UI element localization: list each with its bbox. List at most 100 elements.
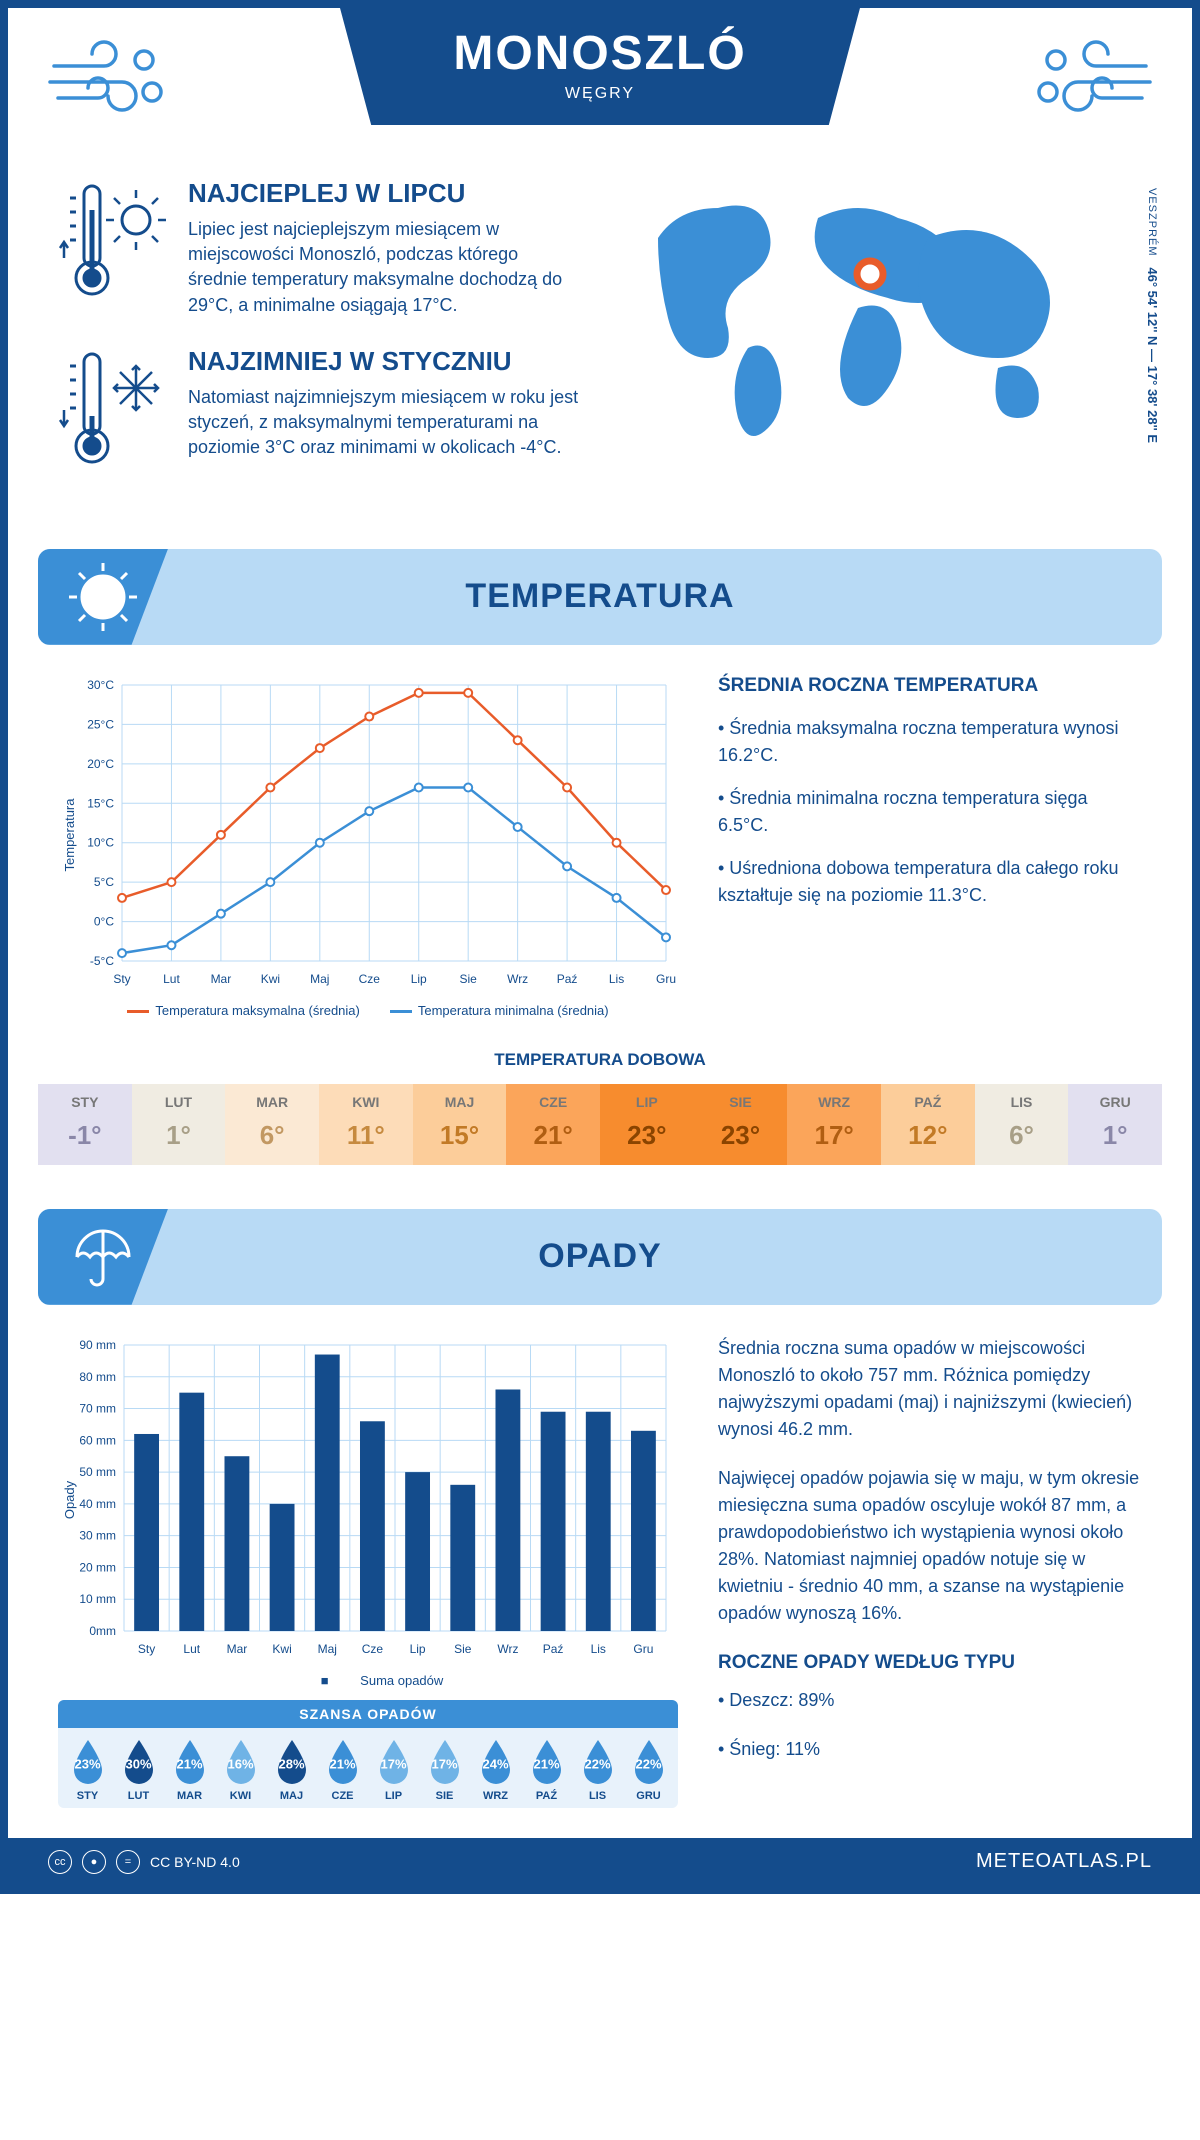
temperature-line-chart: -5°C0°C5°C10°C15°C20°C25°C30°CStyLutMarK…: [58, 675, 678, 1018]
chance-cell: 22% GRU: [623, 1738, 674, 1802]
svg-text:10°C: 10°C: [87, 835, 114, 849]
precip-heading: OPADY: [538, 1237, 661, 1276]
svg-text:0°C: 0°C: [94, 914, 114, 928]
svg-text:Sie: Sie: [460, 972, 478, 986]
svg-text:Gru: Gru: [656, 972, 676, 986]
wind-icon: [1026, 36, 1156, 131]
license-text: CC BY-ND 4.0: [150, 1854, 240, 1870]
chance-cell: 21% MAR: [164, 1738, 215, 1802]
svg-text:Lis: Lis: [609, 972, 624, 986]
temperature-banner: TEMPERATURA: [38, 549, 1162, 645]
raindrop-icon: 28%: [271, 1738, 313, 1786]
raindrop-icon: 24%: [475, 1738, 517, 1786]
daily-temp-cell: LUT1°: [132, 1084, 226, 1165]
by-icon: ●: [82, 1850, 106, 1874]
daily-temp-cell: KWI11°: [319, 1084, 413, 1165]
chance-cell: 21% CZE: [317, 1738, 368, 1802]
daily-temp-cell: WRZ17°: [787, 1084, 881, 1165]
warmest-block: NAJCIEPLEJ W LIPCU Lipiec jest najcieple…: [58, 178, 582, 318]
svg-text:20 mm: 20 mm: [79, 1560, 116, 1574]
daily-temp-cell: CZE21°: [506, 1084, 600, 1165]
cc-icon: cc: [48, 1850, 72, 1874]
thermometer-sun-icon: [58, 178, 168, 318]
title-banner: MONOSZLÓ WĘGRY: [340, 8, 860, 125]
raindrop-icon: 21%: [526, 1738, 568, 1786]
svg-text:90 mm: 90 mm: [79, 1338, 116, 1352]
sun-icon: [38, 549, 168, 645]
nd-icon: =: [116, 1850, 140, 1874]
raindrop-icon: 30%: [118, 1738, 160, 1786]
svg-text:Temperatura: Temperatura: [62, 797, 77, 871]
svg-text:30 mm: 30 mm: [79, 1528, 116, 1542]
svg-text:Lip: Lip: [411, 972, 427, 986]
umbrella-icon: [38, 1209, 168, 1305]
svg-text:10 mm: 10 mm: [79, 1592, 116, 1606]
svg-text:Cze: Cze: [362, 1642, 384, 1656]
svg-text:Mar: Mar: [227, 1642, 248, 1656]
svg-text:30°C: 30°C: [87, 678, 114, 692]
precip-summary: Średnia roczna suma opadów w miejscowośc…: [718, 1335, 1142, 1808]
svg-text:80 mm: 80 mm: [79, 1370, 116, 1384]
daily-temp-cell: MAJ15°: [413, 1084, 507, 1165]
chance-cell: 30% LUT: [113, 1738, 164, 1802]
chance-cell: 24% WRZ: [470, 1738, 521, 1802]
precip-legend: ■ Suma opadów: [58, 1673, 678, 1688]
raindrop-icon: 21%: [322, 1738, 364, 1786]
raindrop-icon: 22%: [577, 1738, 619, 1786]
temperature-summary: ŚREDNIA ROCZNA TEMPERATURA • Średnia mak…: [718, 675, 1142, 1018]
chance-cell: 21% PAŹ: [521, 1738, 572, 1802]
svg-text:Lis: Lis: [591, 1642, 606, 1656]
map-block: VESZPRÉM 46° 54' 12'' N — 17° 38' 28'' E: [618, 178, 1142, 509]
svg-text:5°C: 5°C: [94, 875, 114, 889]
svg-text:15°C: 15°C: [87, 796, 114, 810]
svg-text:40 mm: 40 mm: [79, 1497, 116, 1511]
temperature-heading: TEMPERATURA: [465, 577, 734, 616]
svg-text:Maj: Maj: [310, 972, 329, 986]
svg-text:Lut: Lut: [163, 972, 180, 986]
location-marker-icon: [857, 261, 883, 287]
svg-text:50 mm: 50 mm: [79, 1465, 116, 1479]
svg-text:Lut: Lut: [183, 1642, 200, 1656]
daily-temp-cell: GRU1°: [1068, 1084, 1162, 1165]
svg-text:Mar: Mar: [211, 972, 232, 986]
svg-text:Paź: Paź: [543, 1642, 564, 1656]
footer: cc ● = CC BY-ND 4.0 METEOATLAS.PL: [8, 1838, 1192, 1886]
daily-temp-cell: LIP23°: [600, 1084, 694, 1165]
warmest-text: Lipiec jest najcieplejszym miesiącem w m…: [188, 217, 582, 318]
chance-cell: 17% SIE: [419, 1738, 470, 1802]
svg-text:Sie: Sie: [454, 1642, 472, 1656]
daily-temp-cell: PAŹ12°: [881, 1084, 975, 1165]
city-title: MONOSZLÓ: [380, 26, 820, 81]
svg-text:Gru: Gru: [633, 1642, 653, 1656]
country-subtitle: WĘGRY: [380, 85, 820, 103]
svg-text:Sty: Sty: [113, 972, 130, 986]
precip-banner: OPADY: [38, 1209, 1162, 1305]
raindrop-icon: 22%: [628, 1738, 670, 1786]
svg-text:Lip: Lip: [410, 1642, 426, 1656]
svg-text:25°C: 25°C: [87, 717, 114, 731]
daily-temp-table: STY-1°LUT1°MAR6°KWI11°MAJ15°CZE21°LIP23°…: [38, 1084, 1162, 1165]
daily-temp-cell: MAR6°: [225, 1084, 319, 1165]
world-map-icon: [618, 178, 1098, 458]
svg-text:Wrz: Wrz: [507, 972, 528, 986]
thermometer-snow-icon: [58, 346, 168, 481]
svg-text:Maj: Maj: [318, 1642, 337, 1656]
page-frame: MONOSZLÓ WĘGRY NAJCIEPLEJ W LIPCU Lipiec…: [0, 0, 1200, 1894]
coldest-title: NAJZIMNIEJ W STYCZNIU: [188, 346, 582, 377]
raindrop-icon: 23%: [67, 1738, 109, 1786]
precip-bar-chart: 0mm10 mm20 mm30 mm40 mm50 mm60 mm70 mm80…: [58, 1335, 678, 1665]
wind-icon: [44, 36, 174, 131]
svg-text:Kwi: Kwi: [261, 972, 280, 986]
chance-cell: 22% LIS: [572, 1738, 623, 1802]
svg-text:Wrz: Wrz: [497, 1642, 518, 1656]
header: MONOSZLÓ WĘGRY: [8, 8, 1192, 168]
chance-cell: 17% LIP: [368, 1738, 419, 1802]
precip-chance-strip: SZANSA OPADÓW 23% STY 30% LUT 21% MAR 16…: [58, 1700, 678, 1808]
svg-text:70 mm: 70 mm: [79, 1401, 116, 1415]
chance-cell: 16% KWI: [215, 1738, 266, 1802]
daily-temp-title: TEMPERATURA DOBOWA: [8, 1050, 1192, 1070]
daily-temp-cell: SIE23°: [694, 1084, 788, 1165]
chance-cell: 28% MAJ: [266, 1738, 317, 1802]
site-name: METEOATLAS.PL: [976, 1850, 1152, 1873]
svg-text:Paź: Paź: [557, 972, 578, 986]
